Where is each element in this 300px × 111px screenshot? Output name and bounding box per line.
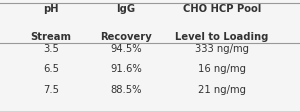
Text: 88.5%: 88.5% (110, 85, 142, 95)
Text: Level to Loading: Level to Loading (175, 32, 269, 43)
Text: IgG: IgG (116, 4, 136, 14)
Text: 91.6%: 91.6% (110, 64, 142, 74)
Text: 94.5%: 94.5% (110, 44, 142, 54)
Text: 7.5: 7.5 (43, 85, 59, 95)
Text: CHO HCP Pool: CHO HCP Pool (183, 4, 261, 14)
Text: 3.5: 3.5 (43, 44, 59, 54)
Text: 333 ng/mg: 333 ng/mg (195, 44, 249, 54)
Text: 16 ng/mg: 16 ng/mg (198, 64, 246, 74)
Text: 21 ng/mg: 21 ng/mg (198, 85, 246, 95)
Text: pH: pH (43, 4, 59, 14)
Text: Stream: Stream (31, 32, 71, 43)
Text: 6.5: 6.5 (43, 64, 59, 74)
Text: Recovery: Recovery (100, 32, 152, 43)
